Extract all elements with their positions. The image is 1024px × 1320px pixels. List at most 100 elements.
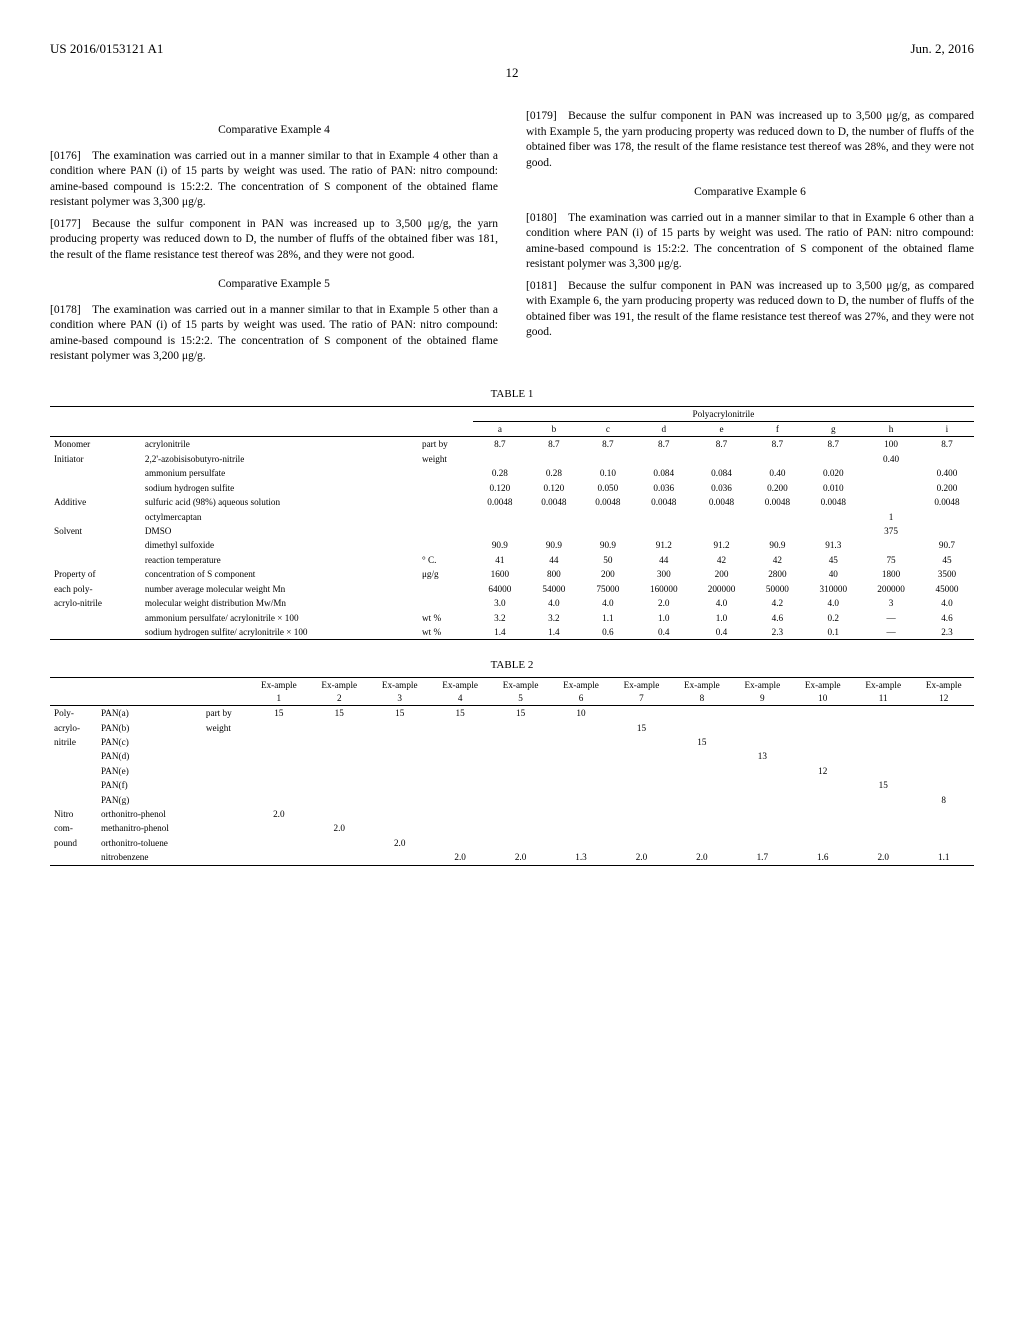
cell: 2.0 — [490, 850, 550, 865]
cell — [490, 749, 550, 763]
cell — [611, 764, 671, 778]
cell — [611, 735, 671, 749]
cell: 50 — [581, 553, 635, 567]
cell — [490, 793, 550, 807]
cell — [430, 778, 490, 792]
cell: 0.0048 — [804, 495, 862, 509]
table2-caption: TABLE 2 — [50, 658, 974, 673]
cell — [490, 807, 550, 821]
row-group: Solvent — [50, 524, 141, 538]
cell — [473, 452, 527, 466]
cell: 64000 — [473, 582, 527, 596]
row-label: ammonium persulfate/ acrylonitrile × 100 — [141, 611, 418, 625]
cell: 0.6 — [581, 625, 635, 640]
cell: 45 — [804, 553, 862, 567]
row-unit: wt % — [418, 625, 473, 640]
cell: 3 — [862, 596, 920, 610]
cell: 1.7 — [732, 850, 792, 865]
comp4-title: Comparative Example 4 — [50, 123, 498, 139]
cell: 2.0 — [853, 850, 913, 865]
cell — [430, 807, 490, 821]
row-label: PAN(b) — [97, 721, 202, 735]
cell — [732, 764, 792, 778]
cell — [249, 836, 309, 850]
cell — [527, 524, 581, 538]
cell: 41 — [473, 553, 527, 567]
para-0177: [0177] Because the sulfur component in P… — [50, 217, 498, 264]
cell: 0.010 — [804, 481, 862, 495]
para-0180: [0180] The examination was carried out i… — [526, 211, 974, 273]
cell — [490, 778, 550, 792]
cell — [249, 793, 309, 807]
para-0181: [0181] Because the sulfur component in P… — [526, 279, 974, 341]
cell: 44 — [527, 553, 581, 567]
cell: 2.0 — [430, 850, 490, 865]
cell: 0.4 — [693, 625, 751, 640]
cell — [249, 764, 309, 778]
cell — [473, 524, 527, 538]
cell — [249, 749, 309, 763]
row-group: acrylo-nitrile — [50, 596, 141, 610]
cell: 0.0048 — [750, 495, 804, 509]
cell — [369, 807, 429, 821]
cell: 3.0 — [473, 596, 527, 610]
cell: 310000 — [804, 582, 862, 596]
cell: 3500 — [920, 567, 974, 581]
cell: 0.40 — [750, 466, 804, 480]
cell: 0.0048 — [693, 495, 751, 509]
cell: 13 — [732, 749, 792, 763]
cell — [793, 749, 853, 763]
cell — [430, 721, 490, 735]
cell: 90.9 — [473, 538, 527, 552]
row-unit: weight — [202, 721, 249, 735]
cell — [635, 510, 693, 524]
col-header: Ex-ample1 — [249, 678, 309, 706]
cell — [853, 706, 913, 721]
row-group — [50, 466, 141, 480]
cell — [369, 821, 429, 835]
row-group: each poly- — [50, 582, 141, 596]
cell: 8.7 — [804, 437, 862, 452]
cell — [793, 821, 853, 835]
row-label: PAN(f) — [97, 778, 202, 792]
row-unit: ° C. — [418, 553, 473, 567]
row-group — [50, 553, 141, 567]
cell: 0.1 — [804, 625, 862, 640]
cell — [793, 793, 853, 807]
cell — [249, 721, 309, 735]
cell: 0.28 — [527, 466, 581, 480]
row-label: 2,2'-azobisisobutyro-nitrile — [141, 452, 418, 466]
cell — [913, 749, 974, 763]
row-label: dimethyl sulfoxide — [141, 538, 418, 552]
cell: 15 — [249, 706, 309, 721]
cell: 4.0 — [804, 596, 862, 610]
cell: 0.400 — [920, 466, 974, 480]
row-group: Property of — [50, 567, 141, 581]
cell: 10 — [551, 706, 611, 721]
cell — [611, 836, 671, 850]
row-unit — [418, 481, 473, 495]
cell — [551, 764, 611, 778]
cell: 15 — [490, 706, 550, 721]
cell: 8 — [913, 793, 974, 807]
cell — [853, 793, 913, 807]
cell — [551, 836, 611, 850]
cell — [853, 836, 913, 850]
cell: 15 — [309, 706, 369, 721]
row-group — [50, 850, 97, 865]
cell: 375 — [862, 524, 920, 538]
row-label: concentration of S component — [141, 567, 418, 581]
cell: 0.036 — [635, 481, 693, 495]
cell — [793, 778, 853, 792]
cell — [430, 821, 490, 835]
cell: 0.28 — [473, 466, 527, 480]
row-unit — [418, 582, 473, 596]
col-header: f — [750, 422, 804, 437]
table1: Polyacrylonitrile abcdefghi Monomeracryl… — [50, 406, 974, 641]
cell: 0.120 — [473, 481, 527, 495]
cell: 0.200 — [750, 481, 804, 495]
row-unit — [202, 821, 249, 835]
row-label: methanitro-phenol — [97, 821, 202, 835]
cell — [853, 749, 913, 763]
cell: 54000 — [527, 582, 581, 596]
